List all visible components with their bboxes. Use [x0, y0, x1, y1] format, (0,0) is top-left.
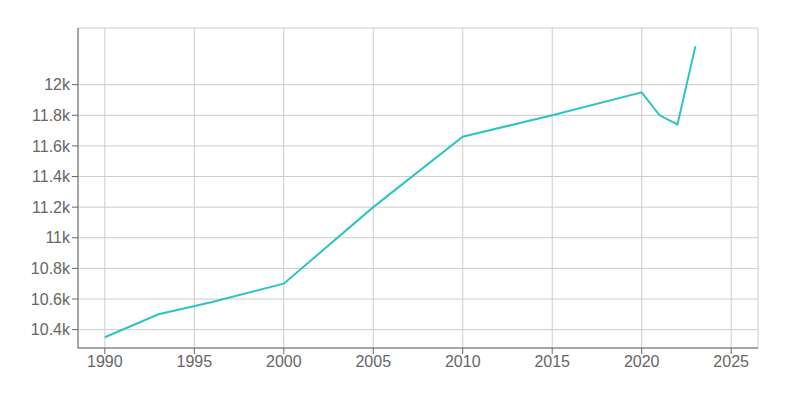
svg-text:2000: 2000	[266, 353, 302, 370]
svg-text:11.6k: 11.6k	[32, 138, 71, 155]
svg-text:11k: 11k	[45, 229, 71, 246]
svg-text:2025: 2025	[713, 353, 749, 370]
svg-text:10.8k: 10.8k	[31, 260, 71, 277]
svg-text:11.8k: 11.8k	[32, 107, 71, 124]
svg-text:1990: 1990	[87, 353, 123, 370]
svg-text:2010: 2010	[445, 353, 481, 370]
svg-text:12k: 12k	[44, 76, 71, 93]
svg-text:2015: 2015	[534, 353, 570, 370]
svg-text:2020: 2020	[624, 353, 660, 370]
svg-text:11.4k: 11.4k	[32, 168, 71, 185]
svg-text:10.4k: 10.4k	[31, 321, 71, 338]
svg-text:11.2k: 11.2k	[32, 199, 71, 216]
svg-text:1995: 1995	[177, 353, 213, 370]
svg-text:10.6k: 10.6k	[31, 291, 71, 308]
svg-text:2005: 2005	[355, 353, 391, 370]
